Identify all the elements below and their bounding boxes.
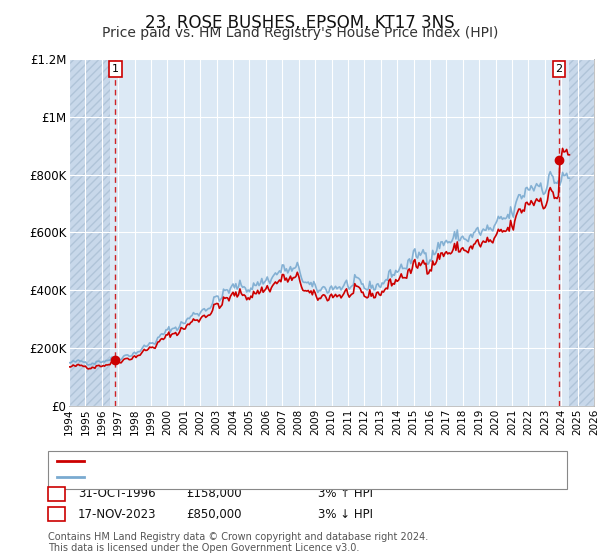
Text: 2: 2 (53, 507, 60, 521)
Text: £850,000: £850,000 (186, 507, 241, 521)
Text: 1: 1 (53, 487, 60, 501)
Text: 23, ROSE BUSHES, EPSOM, KT17 3NS: 23, ROSE BUSHES, EPSOM, KT17 3NS (145, 14, 455, 32)
Text: 2: 2 (556, 64, 563, 74)
Text: HPI: Average price, detached house, Reigate and Banstead: HPI: Average price, detached house, Reig… (90, 472, 419, 482)
Text: Contains HM Land Registry data © Crown copyright and database right 2024.
This d: Contains HM Land Registry data © Crown c… (48, 531, 428, 553)
Text: 17-NOV-2023: 17-NOV-2023 (78, 507, 157, 521)
Text: £158,000: £158,000 (186, 487, 242, 501)
Text: 3% ↓ HPI: 3% ↓ HPI (318, 507, 373, 521)
Bar (69, 59, 110, 406)
Bar (69, 59, 110, 406)
Text: 3% ↑ HPI: 3% ↑ HPI (318, 487, 373, 501)
Bar (569, 59, 594, 406)
Text: 1: 1 (112, 64, 119, 74)
Text: 31-OCT-1996: 31-OCT-1996 (78, 487, 155, 501)
Text: 23, ROSE BUSHES, EPSOM, KT17 3NS (detached house): 23, ROSE BUSHES, EPSOM, KT17 3NS (detach… (90, 456, 399, 466)
Text: Price paid vs. HM Land Registry's House Price Index (HPI): Price paid vs. HM Land Registry's House … (102, 26, 498, 40)
Bar (569, 59, 594, 406)
